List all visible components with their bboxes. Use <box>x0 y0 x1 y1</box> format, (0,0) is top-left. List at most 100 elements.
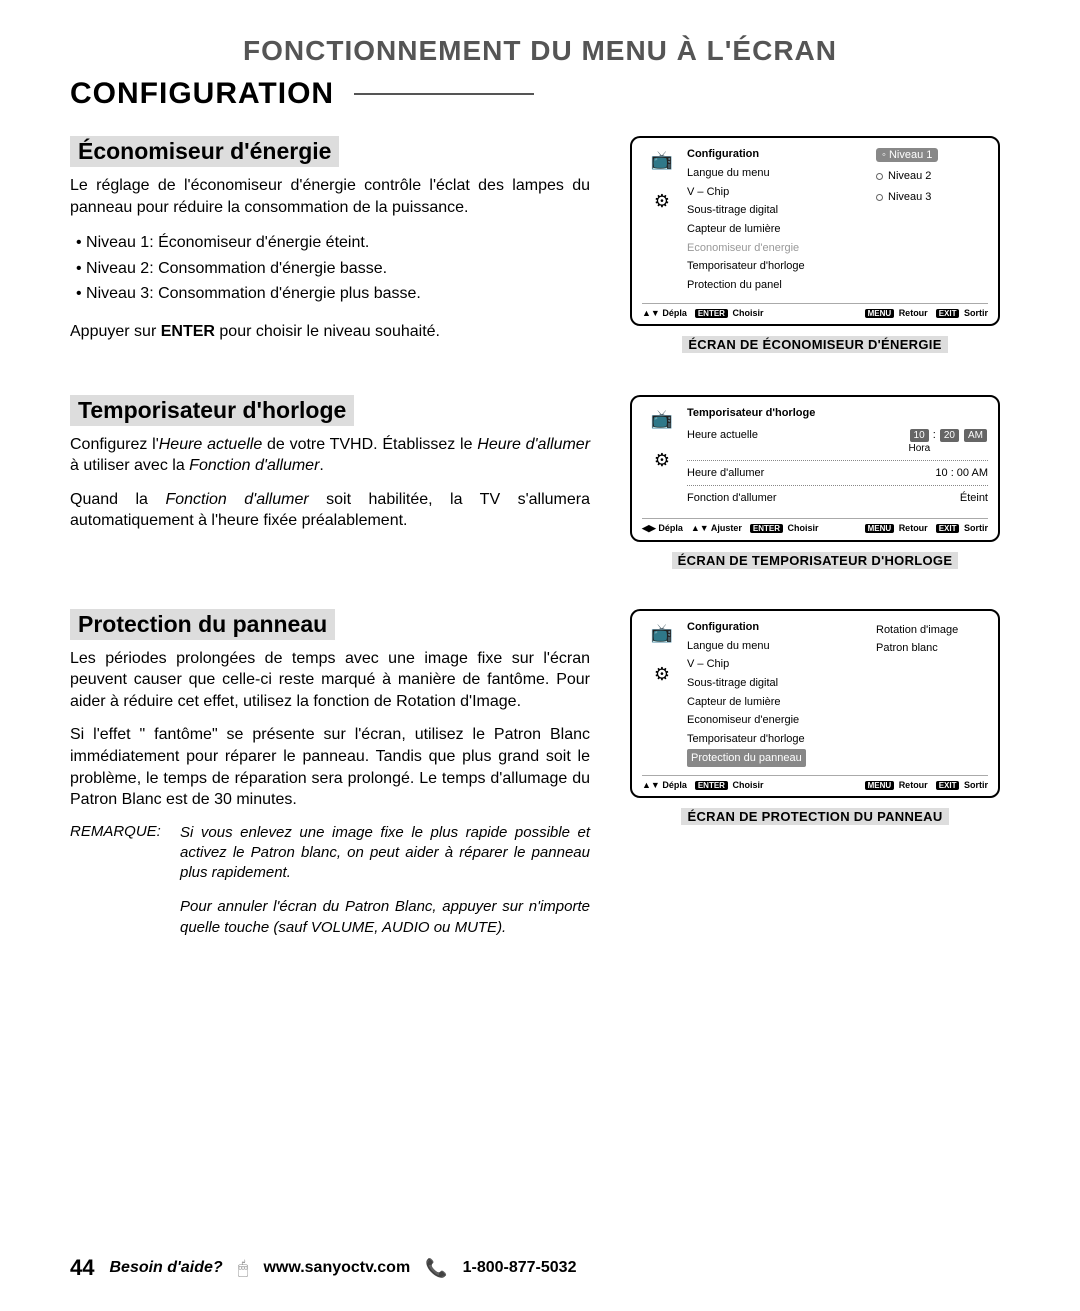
p2-pre: Quand la <box>70 491 165 508</box>
clock-title: Temporisateur d'horloge <box>70 395 354 426</box>
panel-screen-col: 📺 ⚙ Configuration Langue du menu V – Chi… <box>620 609 1010 952</box>
tv-left-icons: 📺 ⚙ <box>642 148 682 295</box>
f2-ajust: ▲▼ Ajuster <box>691 523 742 534</box>
f2-enter: ENTER Choisir <box>750 523 819 534</box>
press-post: pour choisir le niveau souhaité. <box>215 323 440 340</box>
clock-p2: Quand la Fonction d'allumer soit habilit… <box>70 489 590 532</box>
energy-bullet-1: Niveau 1: Économiseur d'énergie éteint. <box>76 230 590 256</box>
row1-val: 10 : 20 AM Hora <box>909 429 988 454</box>
press-pre: Appuyer sur <box>70 323 161 340</box>
clock-p1: Configurez l'Heure actuelle de votre TVH… <box>70 434 590 477</box>
p-item-1: V – Chip <box>687 655 868 674</box>
p1-pre: Configurez l' <box>70 436 159 453</box>
tv-right-col-3: Rotation d'image Patron blanc <box>868 621 988 768</box>
p1-mid: de votre TVHD. Établissez le <box>262 436 477 453</box>
opt2-label: Niveau 2 <box>888 166 931 187</box>
energy-bullets: Niveau 1: Économiseur d'énergie éteint. … <box>70 230 590 307</box>
tv-menu-title: Configuration <box>687 148 868 160</box>
panel-caption: ÉCRAN DE PROTECTION DU PANNEAU <box>681 808 948 825</box>
energy-caption: ÉCRAN DE ÉCONOMISEUR D'ÉNERGIE <box>682 336 947 353</box>
tv-item-1: V – Chip <box>687 183 868 202</box>
panel-title: Protection du panneau <box>70 609 335 640</box>
f-exit: EXIT Sortir <box>936 308 988 318</box>
tv-opt-3: Niveau 3 <box>876 187 988 208</box>
p-opt-0: Rotation d'image <box>876 621 988 640</box>
f3-enter: ENTER Choisir <box>695 780 764 790</box>
page-subtitle: CONFIGURATION <box>70 77 334 111</box>
p1-i1: Heure actuelle <box>159 436 263 453</box>
p-item-2: Sous-titrage digital <box>687 674 868 693</box>
panel-screen-title: Configuration <box>687 621 868 633</box>
tv-right-col: ◦ Niveau 1 Niveau 2 Niveau 3 <box>868 148 988 295</box>
row1-m: 20 <box>940 429 959 442</box>
p-item-6: Protection du panneau <box>687 749 806 768</box>
clock-screen-title: Temporisateur d'horloge <box>687 407 988 419</box>
clock-row3: Fonction d'allumer Éteint <box>687 486 988 510</box>
p-item-3: Capteur de lumière <box>687 693 868 712</box>
panel-p1: Les périodes prolongées de temps avec un… <box>70 648 590 713</box>
tv-item-0: Langue du menu <box>687 164 868 183</box>
energy-intro: Le réglage de l'économiseur d'énergie co… <box>70 175 590 218</box>
clock-row1: Heure actuelle 10 : 20 AM Hora <box>687 423 988 461</box>
f3-exit: EXIT Sortir <box>936 780 988 790</box>
f2-menu: MENU Retour <box>865 523 928 534</box>
panel-text-col: Protection du panneau Les périodes prolo… <box>70 609 590 952</box>
page-footer: 44 Besoin d'aide? 🖱 www.sanyoctv.com 📞 1… <box>70 1255 1010 1281</box>
clock-screen-col: 📺 ⚙ Temporisateur d'horloge Heure actuel… <box>620 395 1010 569</box>
page-title: FONCTIONNEMENT DU MENU À L'ÉCRAN <box>70 35 1010 67</box>
panel-tv-footer: ▲▼ Dépla ENTER Choisir MENU Retour EXIT … <box>642 775 988 790</box>
page-header: FONCTIONNEMENT DU MENU À L'ÉCRAN <box>70 35 1010 67</box>
tv-footer: ▲▼ Dépla ENTER Choisir MENU Retour EXIT … <box>642 303 988 318</box>
row1-sub: Hora <box>909 443 931 454</box>
section-energy-saver: Économiseur d'énergie Le réglage de l'éc… <box>70 136 1010 355</box>
press-enter: ENTER <box>161 323 215 340</box>
opt1-label: Niveau 1 <box>889 149 932 161</box>
section-panel-protect: Protection du panneau Les périodes prolo… <box>70 609 1010 952</box>
clock-text-col: Temporisateur d'horloge Configurez l'Heu… <box>70 395 590 569</box>
tv-opt-1: ◦ Niveau 1 <box>876 148 938 162</box>
tv-icon-3: 📺 <box>651 623 673 644</box>
panel-tv-screen: 📺 ⚙ Configuration Langue du menu V – Chi… <box>630 609 1000 799</box>
clock-tv-screen: 📺 ⚙ Temporisateur d'horloge Heure actuel… <box>630 395 1000 542</box>
gear-icon-3: ⚙ <box>654 664 670 685</box>
remarque-2: Pour annuler l'écran du Patron Blanc, ap… <box>180 897 590 938</box>
f-enter: ENTER Choisir <box>695 308 764 318</box>
p1-i3: Fonction d'allumer <box>189 457 319 474</box>
tv-item-4: Economiseur d'energie <box>687 239 868 258</box>
tv-icon: 📺 <box>651 150 673 171</box>
f2-exit: EXIT Sortir <box>936 523 988 534</box>
p2-i: Fonction d'allumer <box>165 491 308 508</box>
tv-item-6: Protection du panel <box>687 276 868 295</box>
f-depla: ▲▼ Dépla <box>642 308 687 318</box>
mouse-icon: 🖱 <box>238 1258 249 1279</box>
tv-menu-col-3: Configuration Langue du menu V – Chip So… <box>682 621 868 768</box>
remarque-block: REMARQUE: Si vous enlevez une image fixe… <box>70 823 590 938</box>
p-item-5: Temporisateur d'horloge <box>687 730 868 749</box>
phone-icon: 📞 <box>425 1258 447 1279</box>
tv-left-icons-3: 📺 ⚙ <box>642 621 682 768</box>
remarque-1: Si vous enlevez une image fixe le plus r… <box>180 823 590 884</box>
opt3-label: Niveau 3 <box>888 187 931 208</box>
section-clock-timer: Temporisateur d'horloge Configurez l'Heu… <box>70 395 1010 569</box>
f-menu: MENU Retour <box>865 308 928 318</box>
energy-bullet-2: Niveau 2: Consommation d'énergie basse. <box>76 256 590 282</box>
p-opt-1: Patron blanc <box>876 639 988 658</box>
help-text: Besoin d'aide? <box>109 1259 222 1277</box>
subtitle-rule <box>354 93 534 95</box>
tv-item-5: Temporisateur d'horloge <box>687 257 868 276</box>
tv-opt-2: Niveau 2 <box>876 166 988 187</box>
row3-label: Fonction d'allumer <box>687 492 777 504</box>
p1-mid2: à utiliser avec la <box>70 457 189 474</box>
row3-val: Éteint <box>960 492 988 504</box>
panel-p2: Si l'effet " fantôme" se présente sur l'… <box>70 724 590 810</box>
footer-url: www.sanyoctv.com <box>263 1259 410 1277</box>
row1-label: Heure actuelle <box>687 429 758 454</box>
clock-tv-footer: ◀▶ Dépla ▲▼ Ajuster ENTER Choisir MENU R… <box>642 518 988 534</box>
clock-caption: ÉCRAN DE TEMPORISATEUR D'HORLOGE <box>672 552 959 569</box>
p1-end: . <box>319 457 323 474</box>
energy-tv-screen: 📺 ⚙ Configuration Langue du menu V – Chi… <box>630 136 1000 326</box>
page-number: 44 <box>70 1255 94 1281</box>
clock-row2: Heure d'allumer 10 : 00 AM <box>687 461 988 486</box>
gear-icon: ⚙ <box>654 191 670 212</box>
energy-text-col: Économiseur d'énergie Le réglage de l'éc… <box>70 136 590 355</box>
